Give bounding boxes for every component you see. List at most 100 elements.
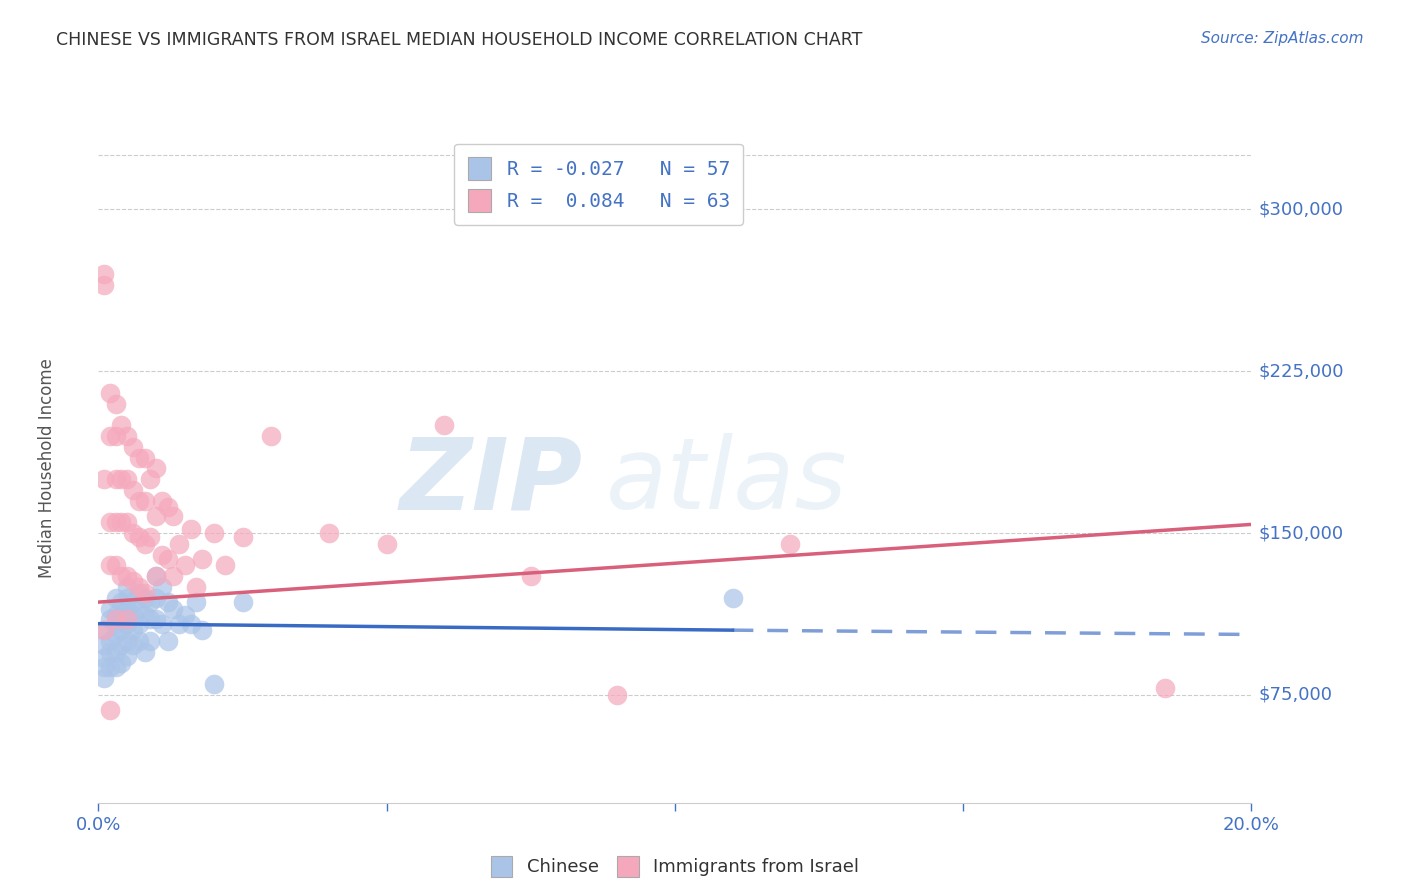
Point <box>93 638 115 652</box>
Point <box>117 472 138 486</box>
Point <box>98 558 121 573</box>
Point <box>145 569 167 583</box>
Point <box>117 612 138 626</box>
Point <box>520 569 543 583</box>
Text: $225,000: $225,000 <box>1258 362 1344 380</box>
Point <box>110 608 132 623</box>
Point <box>202 677 225 691</box>
Point <box>202 526 225 541</box>
Point <box>98 634 121 648</box>
Point <box>110 569 132 583</box>
Point <box>162 508 184 523</box>
Point <box>93 623 115 637</box>
Point <box>150 616 173 631</box>
Point <box>260 429 283 443</box>
Point <box>104 612 127 626</box>
Text: CHINESE VS IMMIGRANTS FROM ISRAEL MEDIAN HOUSEHOLD INCOME CORRELATION CHART: CHINESE VS IMMIGRANTS FROM ISRAEL MEDIAN… <box>56 31 863 49</box>
Point <box>721 591 744 605</box>
Point <box>231 595 254 609</box>
Point <box>104 608 127 623</box>
Point <box>122 483 145 497</box>
Point <box>128 530 150 544</box>
Point <box>139 612 162 626</box>
Point <box>98 660 121 674</box>
Point <box>156 634 179 648</box>
Point <box>150 580 173 594</box>
Point <box>180 616 202 631</box>
Point <box>186 580 208 594</box>
Point <box>134 450 156 465</box>
Point <box>98 703 121 717</box>
Point <box>122 526 145 541</box>
Point <box>139 530 162 544</box>
Point <box>145 569 167 583</box>
Point <box>122 574 145 588</box>
Point <box>128 580 150 594</box>
Point <box>150 548 173 562</box>
Point <box>156 552 179 566</box>
Point <box>606 688 628 702</box>
Point <box>93 651 115 665</box>
Point <box>191 552 214 566</box>
Text: ZIP: ZIP <box>399 434 582 530</box>
Text: Source: ZipAtlas.com: Source: ZipAtlas.com <box>1201 31 1364 46</box>
Point <box>134 586 156 600</box>
Point <box>104 472 127 486</box>
Point <box>156 595 179 609</box>
Point <box>110 515 132 529</box>
Point <box>110 472 132 486</box>
Point <box>134 591 156 605</box>
Point <box>134 608 156 623</box>
Point <box>214 558 236 573</box>
Point <box>174 608 197 623</box>
Point <box>117 515 138 529</box>
Point <box>128 601 150 615</box>
Point <box>150 493 173 508</box>
Text: atlas: atlas <box>606 434 848 530</box>
Point <box>98 429 121 443</box>
Point <box>128 450 150 465</box>
Point <box>117 616 138 631</box>
Point <box>139 472 162 486</box>
Point <box>433 418 456 433</box>
Point <box>117 601 138 615</box>
Point <box>167 537 190 551</box>
Point <box>117 580 138 594</box>
Point <box>186 595 208 609</box>
Point <box>110 595 132 609</box>
Point <box>98 515 121 529</box>
Point <box>93 660 115 674</box>
Point <box>134 645 156 659</box>
Point <box>167 616 190 631</box>
Point <box>98 645 121 659</box>
Point <box>122 638 145 652</box>
Point <box>134 493 156 508</box>
Point <box>104 616 127 631</box>
Point <box>98 601 121 615</box>
Point <box>93 671 115 685</box>
Point <box>145 461 167 475</box>
Point <box>104 429 127 443</box>
Text: $300,000: $300,000 <box>1258 201 1343 219</box>
Point <box>139 595 162 609</box>
Point <box>98 385 121 400</box>
Point <box>110 656 132 670</box>
Point <box>117 648 138 663</box>
Point <box>122 440 145 454</box>
Point <box>180 522 202 536</box>
Point <box>104 591 127 605</box>
Point <box>231 530 254 544</box>
Point <box>318 526 340 541</box>
Point <box>145 612 167 626</box>
Point <box>128 586 150 600</box>
Point <box>156 500 179 515</box>
Point <box>110 623 132 637</box>
Point <box>134 537 156 551</box>
Point <box>779 537 801 551</box>
Point <box>93 623 115 637</box>
Point <box>117 429 138 443</box>
Point <box>145 508 167 523</box>
Point <box>104 660 127 674</box>
Point <box>128 616 150 631</box>
Point <box>128 493 150 508</box>
